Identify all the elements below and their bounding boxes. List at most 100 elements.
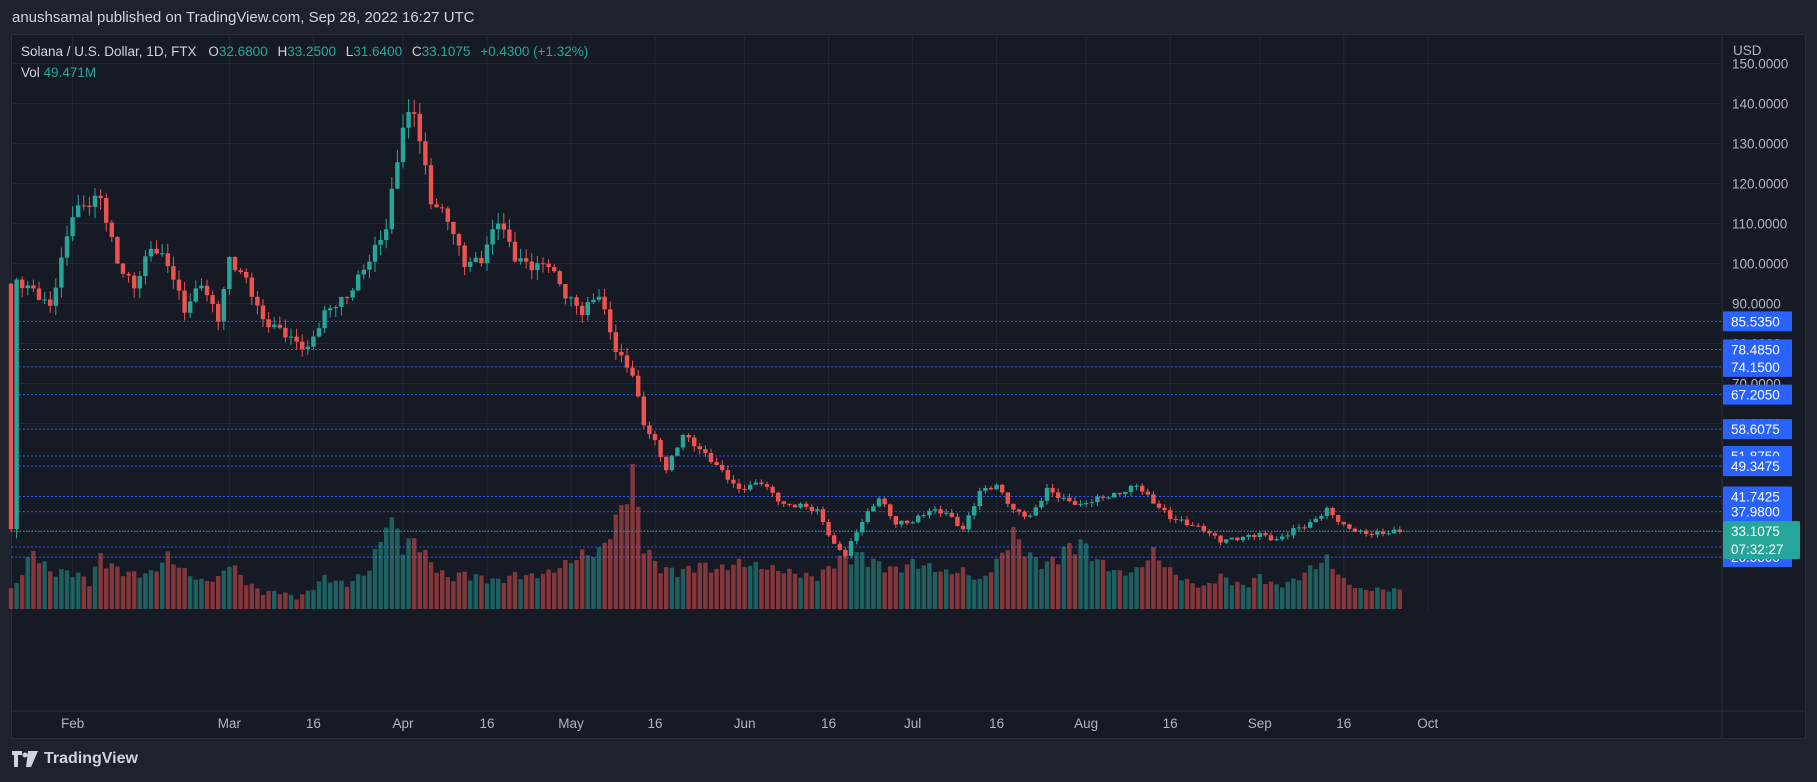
y-tick-label: 140.0000 xyxy=(1732,97,1788,112)
volume-bar xyxy=(658,573,663,609)
volume-bar xyxy=(871,558,876,609)
candle xyxy=(518,258,523,262)
candle xyxy=(994,484,999,490)
level-badge[interactable] xyxy=(1723,339,1792,360)
volume-bar xyxy=(910,559,915,609)
candle xyxy=(1173,519,1178,521)
volume-bar xyxy=(1044,561,1050,609)
level-badge[interactable] xyxy=(1723,419,1792,440)
volume-bar xyxy=(272,590,277,609)
volume-bar xyxy=(1173,574,1178,609)
candle xyxy=(910,522,915,524)
level-badge[interactable] xyxy=(1723,501,1792,522)
candle xyxy=(736,483,742,489)
candle xyxy=(787,503,792,505)
volume-bar xyxy=(8,588,14,609)
volume-bar xyxy=(412,538,417,609)
candle xyxy=(434,204,439,208)
x-tick-label: 16 xyxy=(821,716,836,731)
candle xyxy=(462,245,467,267)
level-badge-label: 74.1500 xyxy=(1731,360,1780,375)
volume-row: Vol 49.471M xyxy=(21,62,594,83)
candle xyxy=(199,285,204,289)
volume-bar xyxy=(501,583,506,609)
candle xyxy=(42,299,47,301)
volume-bar xyxy=(378,541,383,609)
volume-bar xyxy=(232,565,238,609)
candle xyxy=(188,301,193,313)
candle xyxy=(1252,535,1257,537)
volume-bar xyxy=(143,573,148,609)
volume-bar xyxy=(1324,554,1330,609)
chart-panel[interactable] xyxy=(11,34,1806,739)
level-badge[interactable] xyxy=(1723,356,1792,377)
x-tick-label: 16 xyxy=(989,716,1004,731)
candle xyxy=(613,332,618,352)
candle xyxy=(1280,536,1285,540)
volume-bar xyxy=(636,506,641,609)
candle xyxy=(1347,524,1352,529)
candle xyxy=(865,511,870,522)
candle xyxy=(1302,527,1307,529)
current-price-badge[interactable] xyxy=(1723,521,1800,560)
candle xyxy=(1224,539,1229,543)
candle xyxy=(283,327,288,338)
volume-bar xyxy=(977,578,982,609)
candle xyxy=(1033,507,1038,516)
candle xyxy=(580,305,585,316)
candle xyxy=(216,304,221,322)
volume-bar xyxy=(479,575,484,609)
x-tick-label: 16 xyxy=(647,716,662,731)
volume-bar xyxy=(1056,564,1061,609)
volume-bar xyxy=(154,571,159,609)
volume-bar xyxy=(1089,561,1094,609)
candle xyxy=(854,532,859,542)
candle xyxy=(983,487,988,491)
volume-bar xyxy=(552,572,557,609)
tradingview-brand[interactable]: TradingView xyxy=(12,750,138,768)
volume-bar xyxy=(916,568,921,609)
volume-bar xyxy=(496,578,501,609)
volume-bar xyxy=(860,552,865,609)
volume-bar xyxy=(361,575,366,609)
level-badge[interactable] xyxy=(1723,384,1792,405)
volume-bar xyxy=(1257,573,1262,609)
volume-bar xyxy=(652,560,658,609)
level-badge[interactable] xyxy=(1723,311,1792,332)
candle xyxy=(440,207,445,209)
symbol-title[interactable]: Solana / U.S. Dollar, 1D, FTX xyxy=(21,44,197,59)
volume-bar xyxy=(899,572,904,609)
volume-bar xyxy=(462,571,467,609)
volume-bar xyxy=(1240,584,1246,609)
x-tick-label: 16 xyxy=(479,716,494,731)
volume-bar xyxy=(647,549,652,609)
candle xyxy=(400,127,406,163)
volume-bar xyxy=(490,578,495,609)
volume-bar xyxy=(524,575,529,609)
volume-bar xyxy=(787,568,792,609)
candle xyxy=(798,503,803,508)
volume-bar xyxy=(1336,574,1341,609)
volume-bar xyxy=(1291,578,1296,609)
volume-bar xyxy=(1285,581,1290,609)
candle xyxy=(652,434,658,441)
level-badge[interactable] xyxy=(1723,456,1792,477)
volume-bar xyxy=(893,566,898,609)
candle xyxy=(1067,497,1072,502)
volume-bar xyxy=(742,567,747,609)
candle xyxy=(932,509,938,511)
volume-bar xyxy=(288,594,294,609)
volume-bar xyxy=(160,562,165,609)
volume-bar xyxy=(1235,581,1240,609)
level-badge[interactable] xyxy=(1723,486,1792,507)
volume-bar xyxy=(389,517,394,609)
volume-label[interactable]: Vol xyxy=(21,65,40,80)
volume-bar xyxy=(1224,577,1229,609)
volume-bar xyxy=(714,568,719,609)
candle xyxy=(1162,507,1167,511)
candle xyxy=(658,440,663,458)
volume-bar xyxy=(1162,567,1167,609)
volume-bar xyxy=(815,580,820,609)
volume-bar xyxy=(1308,565,1313,609)
